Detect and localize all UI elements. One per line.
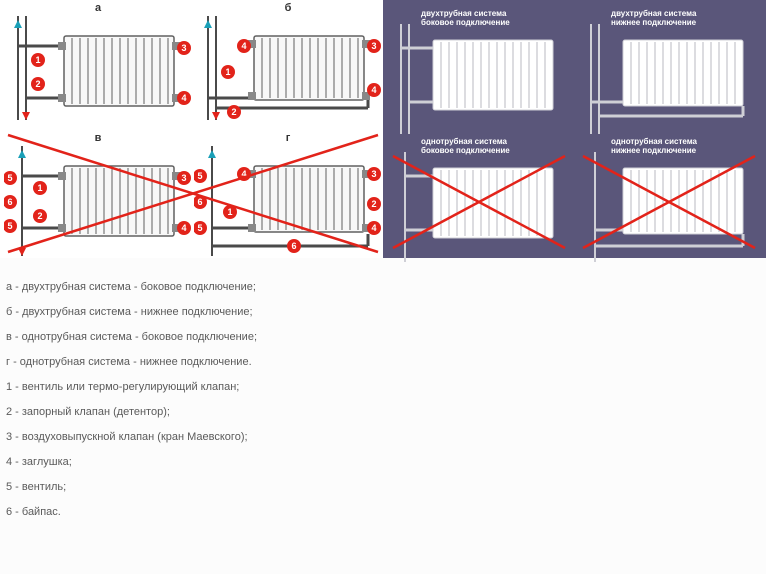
svg-text:3: 3 <box>181 173 186 183</box>
svg-text:4: 4 <box>371 223 376 233</box>
svg-text:4: 4 <box>181 93 186 103</box>
radiator-v-svg: 1 2 5 6 5 3 4 <box>4 146 192 256</box>
legend-item: 1 - вентиль или термо-регулирующий клапа… <box>6 381 760 393</box>
svg-text:2: 2 <box>35 79 40 89</box>
svg-text:3: 3 <box>181 43 186 53</box>
svg-text:6: 6 <box>7 197 12 207</box>
svg-text:4: 4 <box>241 169 246 179</box>
radiator-v: 1 2 5 6 5 3 4 <box>4 146 192 256</box>
svg-text:5: 5 <box>7 221 12 231</box>
radiator-g-svg: 5 6 5 1 4 6 3 2 4 <box>194 146 382 256</box>
svg-text:3: 3 <box>371 41 376 51</box>
radiator-b-svg: 1 2 4 3 4 <box>194 16 382 120</box>
legend-item: в - однотрубная система - боковое подклю… <box>6 331 760 343</box>
legend-item: 5 - вентиль; <box>6 481 760 493</box>
right-diagram-panel: двухтрубная системабоковое подключение д… <box>383 0 766 258</box>
legend-item: 3 - воздуховыпускной клапан (кран Маевск… <box>6 431 760 443</box>
legend-item: г - однотрубная система - нижнее подключ… <box>6 356 760 368</box>
radiator-a: 1 2 3 4 <box>4 16 192 120</box>
legend-item: а - двухтрубная система - боковое подклю… <box>6 281 760 293</box>
svg-text:2: 2 <box>231 107 236 117</box>
svg-text:6: 6 <box>197 197 202 207</box>
svg-text:5: 5 <box>197 171 202 181</box>
svg-text:4: 4 <box>181 223 186 233</box>
right-radiator-tr <box>579 24 759 134</box>
left-diagram-panel: а <box>0 0 383 258</box>
legend-item: б - двухтрубная система - нижнее подключ… <box>6 306 760 318</box>
svg-text:1: 1 <box>225 67 230 77</box>
right-radiator-tl <box>389 24 569 134</box>
right-radiator-bl <box>389 152 569 262</box>
svg-text:4: 4 <box>371 85 376 95</box>
svg-text:3: 3 <box>371 169 376 179</box>
svg-text:6: 6 <box>291 241 296 251</box>
svg-text:5: 5 <box>7 173 12 183</box>
svg-text:5: 5 <box>197 223 202 233</box>
diagram-label-g: г <box>194 132 382 144</box>
svg-text:1: 1 <box>227 207 232 217</box>
legend-item: 4 - заглушка; <box>6 456 760 468</box>
svg-text:2: 2 <box>37 211 42 221</box>
legend-item: 2 - запорный клапан (детентор); <box>6 406 760 418</box>
svg-text:1: 1 <box>37 183 42 193</box>
diagram-label-v: в <box>4 132 192 144</box>
svg-text:4: 4 <box>241 41 246 51</box>
radiator-g: 5 6 5 1 4 6 3 2 4 <box>194 146 382 256</box>
diagram-label-b: б <box>194 2 382 14</box>
diagram-label-a: а <box>4 2 192 14</box>
right-radiator-br <box>579 152 759 262</box>
svg-text:2: 2 <box>371 199 376 209</box>
legend: а - двухтрубная система - боковое подклю… <box>0 258 766 541</box>
radiator-a-svg: 1 2 3 4 <box>4 16 192 120</box>
legend-item: 6 - байпас. <box>6 506 760 518</box>
radiator-b: 1 2 4 3 4 <box>194 16 382 120</box>
svg-text:1: 1 <box>35 55 40 65</box>
